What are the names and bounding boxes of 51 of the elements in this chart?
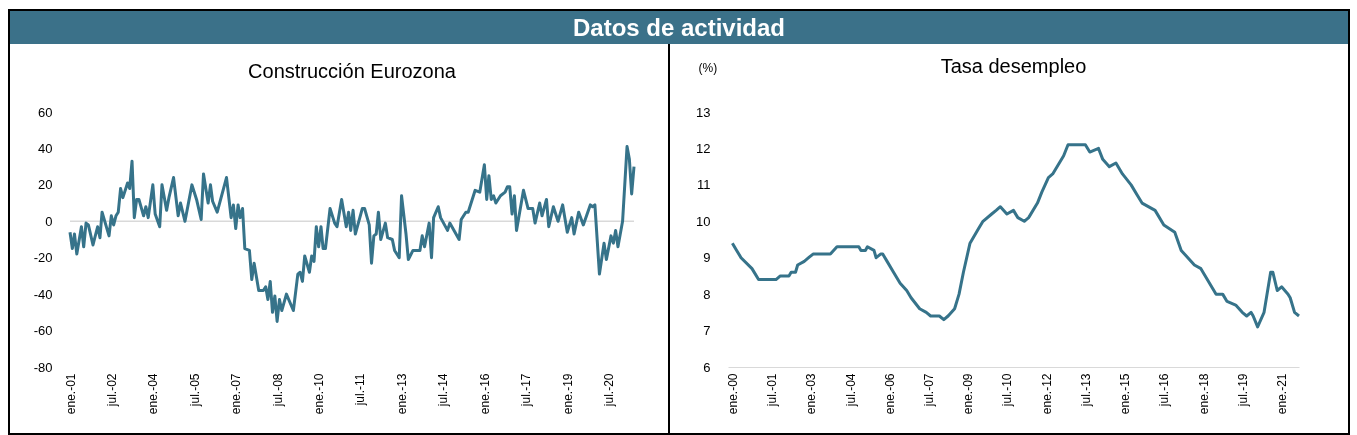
x-tick-label: ene.-16: [477, 373, 492, 415]
y-tick-label: 11: [697, 177, 711, 193]
x-tick-label: ene.-19: [560, 373, 575, 415]
x-tick-label: ene.-03: [804, 373, 819, 415]
y-tick-label: 9: [703, 250, 711, 266]
x-tick-label: ene.-15: [1118, 373, 1133, 415]
x-tick-label: ene.-21: [1275, 373, 1290, 415]
x-tick-label: ene.-10: [312, 373, 327, 415]
y-tick-label: -60: [33, 323, 53, 339]
x-tick-label: jul.-10: [1000, 373, 1015, 408]
chart-title: Construcción Eurozona: [248, 60, 457, 82]
x-tick-label: ene.-13: [395, 373, 410, 415]
x-tick-label: jul.-19: [1235, 373, 1250, 408]
line-series: [68, 145, 636, 323]
y-tick-label: 6: [703, 359, 711, 375]
text: Datos de actividad: [10, 11, 1348, 44]
x-tick-label: jul.-01: [765, 373, 780, 408]
y-tick-label: 10: [696, 213, 711, 229]
x-tick-label: jul.-11: [353, 373, 368, 407]
x-tick-label: jul.-14: [436, 373, 451, 408]
x-tick-label: jul.-05: [187, 373, 202, 408]
y-tick-label: 12: [696, 140, 711, 156]
x-tick-label: ene.-00: [725, 373, 740, 415]
x-tick-label: ene.-12: [1039, 373, 1054, 415]
x-tick-label: ene.-01: [63, 373, 78, 415]
line-series: [730, 143, 1301, 329]
x-tick-label: jul.-04: [843, 373, 858, 408]
y-tick-label: -20: [33, 250, 53, 266]
x-tick-label: jul.-08: [270, 373, 285, 408]
y-tick-label: -40: [33, 286, 53, 302]
y-tick-label: 60: [38, 104, 53, 120]
x-tick-label: jul.-07: [921, 373, 936, 408]
x-tick-label: jul.-17: [519, 373, 534, 408]
x-tick-label: jul.-02: [104, 373, 119, 408]
y-tick-label: -80: [33, 359, 53, 375]
x-tick-label: jul.-13: [1078, 373, 1093, 408]
x-tick-label: ene.-04: [146, 373, 161, 415]
x-tick-label: jul.-20: [602, 373, 617, 408]
x-tick-label: ene.-06: [882, 373, 897, 415]
x-tick-label: ene.-18: [1196, 373, 1211, 415]
y-tick-label: 7: [703, 323, 711, 339]
x-tick-label: ene.-07: [229, 373, 244, 415]
x-tick-label: jul.-16: [1157, 373, 1172, 408]
y-tick-label: 13: [696, 104, 711, 120]
y-tick-label: 40: [38, 140, 53, 156]
y-tick-label: 8: [703, 286, 711, 302]
y-tick-label: 20: [38, 177, 53, 193]
y-axis-title: (%): [698, 60, 718, 75]
y-tick-label: 0: [45, 213, 53, 229]
x-tick-label: ene.-09: [961, 373, 976, 415]
chart-title: Tasa desempleo: [940, 55, 1087, 77]
